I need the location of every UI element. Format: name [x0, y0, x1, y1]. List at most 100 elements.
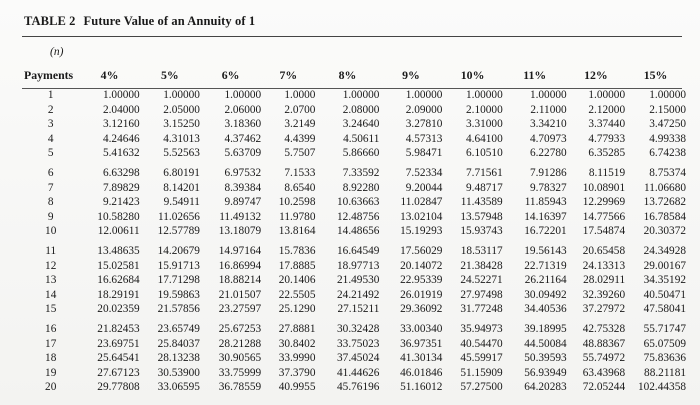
- table-cell: 33.06595: [157, 381, 200, 394]
- table-cell: 48.88367: [582, 337, 626, 350]
- table-cell: 4.77933: [588, 132, 626, 145]
- table-cell: 33.9990: [278, 352, 316, 365]
- table-cell: 12.57789: [157, 225, 200, 238]
- table-cell: 13.18079: [218, 225, 262, 238]
- table-row: 11 13.48635 14.20679 14.97164 15.7836 16.6454…: [22, 239, 686, 259]
- table-cell: 6.80191: [163, 166, 200, 179]
- table-cell: 2.11000: [530, 103, 567, 116]
- table-cell: 40.54470: [460, 337, 503, 350]
- table-cell: 41.30134: [400, 352, 443, 365]
- table-cell: 2.05000: [163, 103, 200, 116]
- table-cell: 9.48717: [466, 181, 503, 194]
- table-cell: 17.56029: [400, 244, 443, 257]
- table-cell: 42.75328: [582, 322, 626, 335]
- rate-header: 15%: [643, 68, 668, 82]
- table-cell: 24.52271: [460, 274, 503, 287]
- table-cell: 19.59863: [157, 288, 200, 301]
- table-cell: 20.65458: [582, 244, 626, 257]
- table-cell: 1.00000: [466, 89, 503, 101]
- table-cell: 39.18995: [524, 322, 567, 335]
- rate-header: 9%: [402, 68, 420, 82]
- table-cell: 7.89829: [102, 181, 140, 194]
- payments-header: Payments: [24, 68, 74, 82]
- table-cell: 3.2149: [284, 118, 316, 131]
- table-cell: 4.99338: [649, 132, 686, 145]
- table-cell: 2.04000: [102, 103, 140, 116]
- table-cell: 6.74238: [649, 147, 686, 160]
- table-cell: 25.64541: [97, 352, 140, 365]
- table-title-text: Future Value of an Annuity of 1: [83, 14, 256, 28]
- table-cell: 2.08000: [342, 103, 380, 116]
- table-cell: 23.65749: [157, 322, 200, 335]
- table-row: 20 29.77808 33.06595 36.78559 40.9955 45.7619…: [22, 380, 686, 395]
- table-cell: 5.41632: [102, 147, 140, 160]
- table-number: TABLE 2: [24, 14, 76, 28]
- table-cell: 33.75023: [337, 337, 380, 350]
- table-cell: 50.39593: [524, 352, 567, 365]
- table-cell: 24.13313: [582, 259, 626, 272]
- table-cell: 3.12160: [102, 118, 140, 131]
- table-cell: 13.8164: [278, 225, 316, 238]
- table-row: 10 12.00611 12.57789 13.18079 13.8164 14.4865…: [22, 224, 686, 239]
- table-cell: 29.36092: [400, 303, 443, 316]
- table-cell: 57.27500: [460, 381, 503, 394]
- table-cell: 14.97164: [218, 244, 262, 257]
- period-number: 18: [45, 352, 57, 365]
- table-cell: 9.89747: [224, 196, 262, 209]
- table-cell: 25.84037: [157, 337, 200, 350]
- table-cell: 32.39260: [582, 288, 626, 301]
- table-cell: 1.00000: [588, 89, 626, 101]
- table-cell: 8.6540: [284, 181, 316, 194]
- table-cell: 72.05244: [582, 381, 626, 394]
- period-number: 15: [45, 303, 57, 316]
- table-cell: 17.71298: [157, 274, 200, 287]
- table-cell: 14.16397: [524, 210, 567, 223]
- table-row: 19 27.67123 30.53900 33.75999 37.3790 41.4462…: [22, 366, 686, 381]
- table-cell: 4.57313: [405, 132, 443, 145]
- table-cell: 5.7507: [284, 147, 316, 160]
- period-number: 9: [47, 210, 54, 223]
- table-cell: 7.71561: [466, 166, 503, 179]
- table-cell: 3.27810: [405, 118, 443, 131]
- table-cell: 3.18360: [224, 118, 262, 131]
- table-cell: 45.59917: [460, 352, 503, 365]
- table-cell: 22.71319: [524, 259, 567, 272]
- table-cell: 6.97532: [224, 166, 262, 179]
- table-cell: 2.0700: [284, 103, 316, 116]
- table-cell: 9.20044: [405, 181, 443, 194]
- period-number: 11: [45, 244, 57, 257]
- table-cell: 2.12000: [588, 103, 626, 116]
- table-cell: 88.21181: [644, 366, 686, 379]
- table-cell: 14.77566: [582, 210, 626, 223]
- annuity-table: Payments 4% 5% 6% 7% 8% 9% 10% 11% 12% 1…: [22, 66, 686, 395]
- rate-header: 4%: [100, 68, 119, 82]
- table-cell: 1.00000: [649, 89, 686, 101]
- table-cell: 22.95339: [400, 274, 443, 287]
- table-cell: 16.62684: [97, 274, 140, 287]
- rate-header: 11%: [523, 68, 547, 82]
- table-cell: 17.8885: [278, 259, 316, 272]
- table-cell: 1.00000: [405, 89, 443, 101]
- table-cell: 36.78559: [218, 381, 262, 394]
- table-cell: 28.02911: [583, 274, 626, 287]
- table-cell: 30.32428: [337, 322, 380, 335]
- table-cell: 33.75999: [218, 366, 262, 379]
- table-cell: 19.56143: [524, 244, 567, 257]
- table-cell: 8.75374: [649, 166, 686, 179]
- table-cell: 7.52334: [405, 166, 443, 179]
- table-cell: 4.64100: [466, 132, 503, 145]
- table-cell: 7.1533: [284, 166, 316, 179]
- period-number: 7: [47, 181, 54, 194]
- table-cell: 1.0000: [284, 89, 316, 101]
- period-number: 1: [47, 89, 54, 101]
- table-cell: 11.49132: [219, 210, 262, 223]
- table-cell: 2.09000: [405, 103, 443, 116]
- period-number: 13: [45, 274, 57, 287]
- table-cell: 1.00000: [342, 89, 380, 101]
- table-cell: 11.43589: [460, 196, 503, 209]
- table-cell: 16.72201: [524, 225, 567, 238]
- table-title: TABLE 2 Future Value of an Annuity of 1: [24, 14, 255, 29]
- table-cell: 56.93949: [524, 366, 567, 379]
- table-row: 6 6.63298 6.80191 6.97532 7.1533 7.33592 7.523…: [22, 161, 686, 181]
